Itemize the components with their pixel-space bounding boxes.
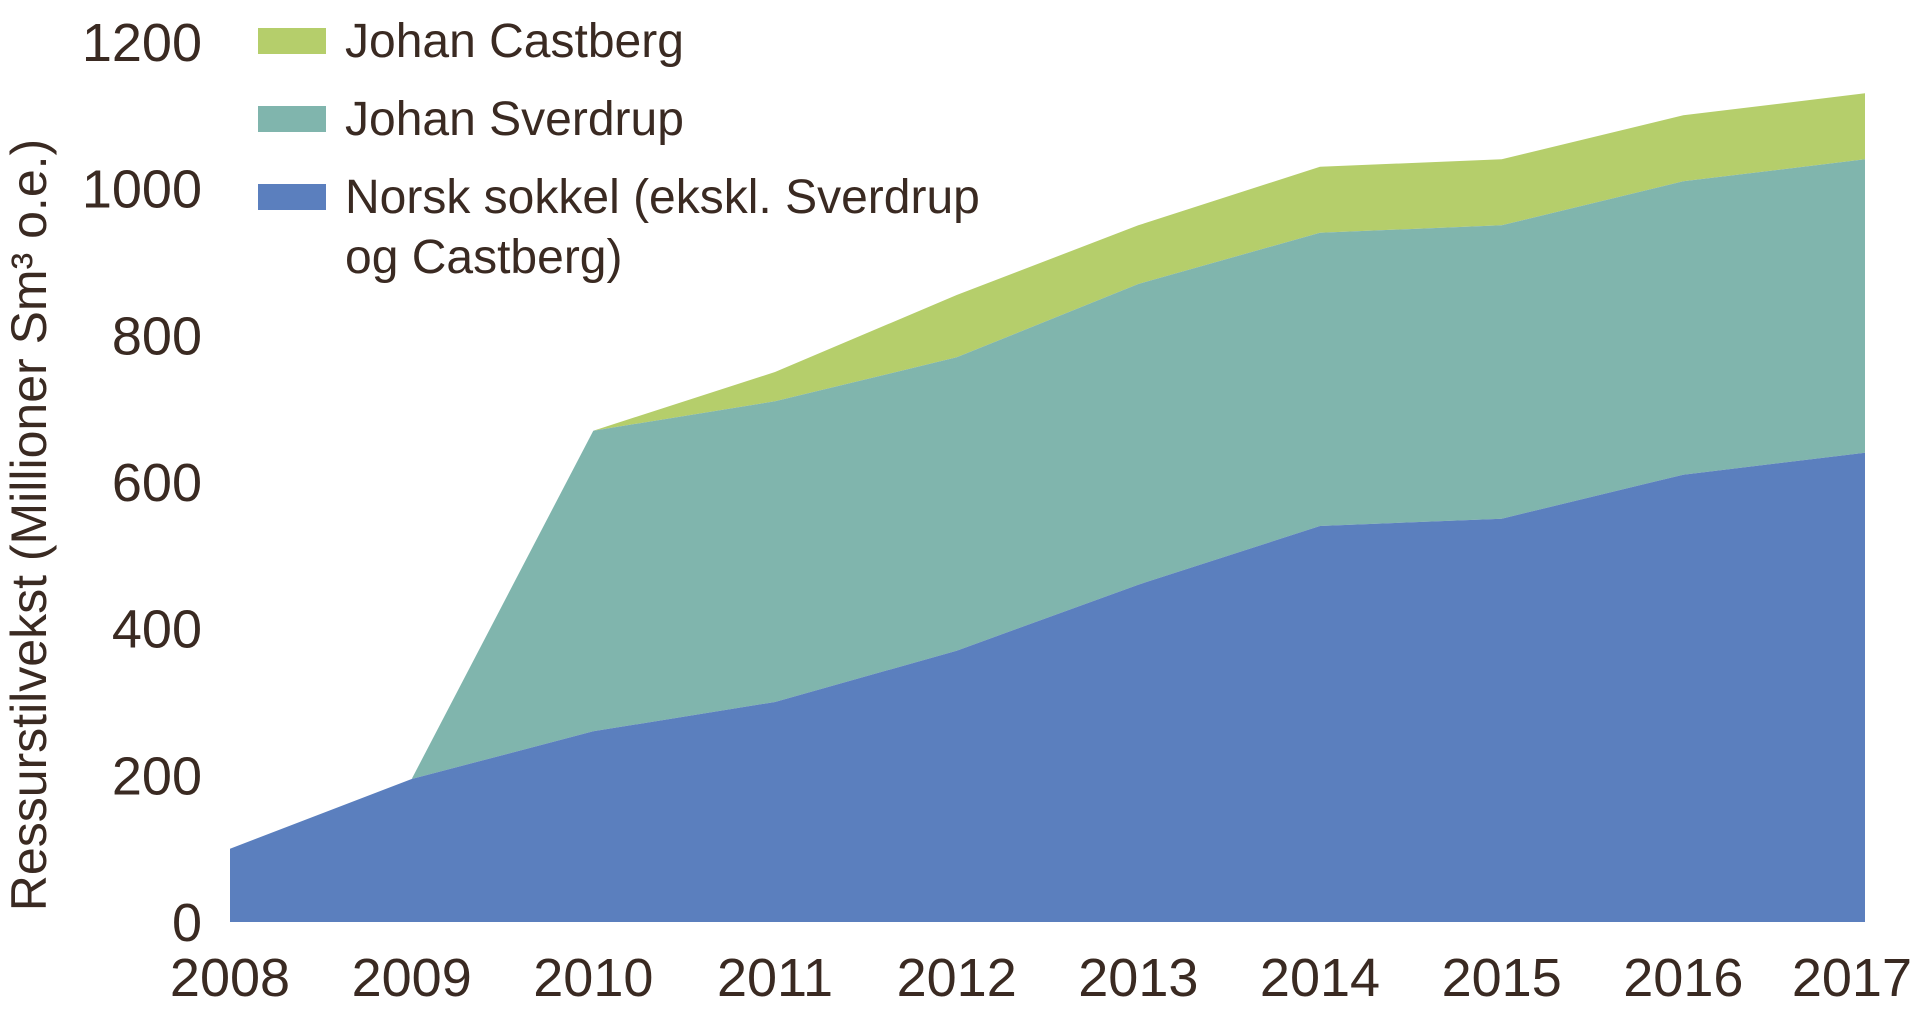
legend-label-johan-sverdrup: Johan Sverdrup — [345, 93, 684, 146]
y-tick-label: 0 — [172, 893, 202, 953]
y-tick-label: 200 — [112, 746, 202, 806]
legend-swatch-johan-castberg — [258, 28, 326, 54]
x-tick-label: 2014 — [1260, 948, 1380, 1008]
area-johan-sverdrup — [230, 159, 1865, 849]
y-axis-title: Ressurstilvekst (Millioner Sm³ o.e.) — [1, 139, 57, 911]
y-tick-label: 400 — [112, 600, 202, 660]
legend-label-norsk-sokkel-ekskl-sverdrup-og-castberg: og Castberg) — [345, 231, 622, 284]
y-tick-label: 1000 — [82, 160, 202, 220]
area-johan-castberg — [230, 93, 1865, 849]
x-tick-label: 2015 — [1442, 948, 1562, 1008]
legend-label-norsk-sokkel-ekskl-sverdrup-og-castberg: Norsk sokkel (ekskl. Sverdrup — [345, 171, 980, 224]
y-tick-label: 1200 — [82, 13, 202, 73]
legend-label-johan-castberg: Johan Castberg — [345, 15, 684, 68]
x-tick-label: 2009 — [352, 948, 472, 1008]
x-tick-label: 2011 — [717, 948, 833, 1008]
y-tick-label: 600 — [112, 453, 202, 513]
y-tick-label: 800 — [112, 306, 202, 366]
area-norsk-sokkel-ekskl-sverdrup-og-castberg — [230, 452, 1865, 922]
x-tick-label: 2008 — [170, 948, 290, 1008]
legend-swatch-johan-sverdrup — [258, 106, 326, 132]
y-axis-ticks: 0 200 400 600 800 1000 1200 — [82, 13, 202, 953]
x-tick-label: 2010 — [533, 948, 653, 1008]
x-tick-label: 2017 — [1792, 948, 1912, 1008]
x-axis-ticks: 2008 2009 2010 2011 2012 2013 2014 2015 2016 2017 — [170, 948, 1912, 1008]
x-tick-label: 2013 — [1078, 948, 1198, 1008]
area-series-group — [230, 93, 1865, 922]
x-tick-label: 2012 — [897, 948, 1017, 1008]
x-tick-label: 2016 — [1623, 948, 1743, 1008]
legend: Johan Castberg Johan Sverdrup Norsk sokkel… — [258, 15, 980, 284]
legend-swatch-norsk-sokkel-ekskl-sverdrup-og-castberg — [258, 184, 326, 210]
